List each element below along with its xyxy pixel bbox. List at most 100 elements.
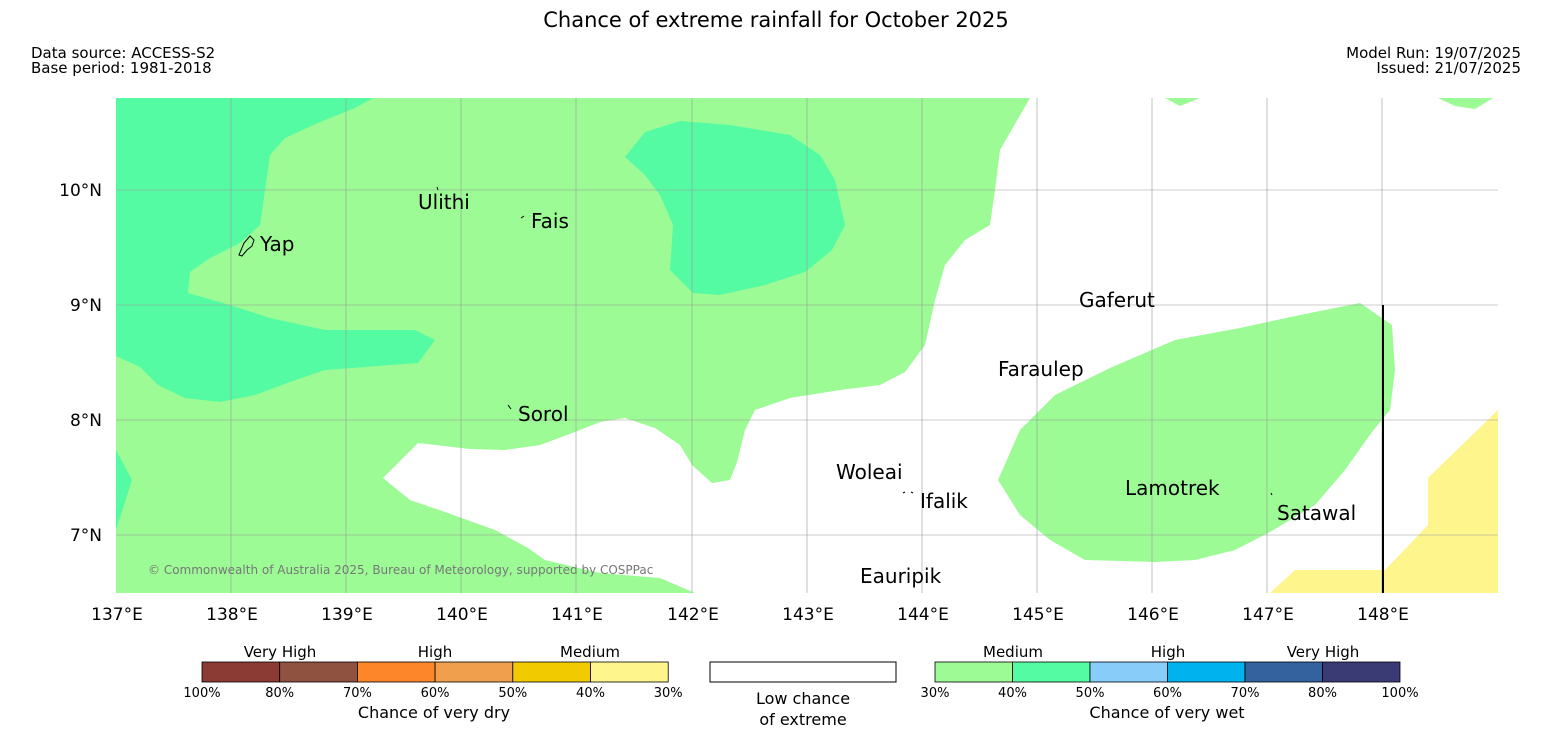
lon-label: 145°E <box>1012 605 1064 625</box>
wet-legend-title: Chance of very wet <box>1089 703 1244 722</box>
place-label-sorol: Sorol <box>518 402 569 426</box>
place-label-fais: Fais <box>531 209 569 233</box>
data-source-text: Data source: ACCESS-S2 <box>31 44 216 62</box>
island-shapes <box>238 186 1273 496</box>
dry-legend-title: Chance of very dry <box>358 703 510 722</box>
wet-colorbar <box>934 661 1401 683</box>
lon-label: 137°E <box>91 605 143 625</box>
lat-label: 9°N <box>70 296 102 316</box>
lon-label: 140°E <box>436 605 488 625</box>
lon-label: 148°E <box>1357 605 1409 625</box>
dry-color-swatch <box>512 661 591 683</box>
wet-color-swatch <box>1167 661 1246 683</box>
low-chance-line1: Low chance <box>756 689 850 708</box>
low-chance-swatch <box>709 661 897 683</box>
issued-text: Issued: 21/07/2025 <box>1376 59 1521 77</box>
place-label-yap: Yap <box>259 232 294 256</box>
model-run-text: Model Run: 19/07/2025 <box>1346 44 1521 62</box>
map-regions <box>116 98 1498 593</box>
dry-colorbar <box>201 661 669 683</box>
wet-tick-label: 40% <box>998 686 1027 701</box>
medium-wet-region-nw <box>116 98 435 402</box>
place-label-ulithi: Ulithi <box>418 190 470 214</box>
lat-label: 10°N <box>59 181 102 201</box>
lon-label: 146°E <box>1127 605 1179 625</box>
dry-tick-label: 70% <box>343 686 372 701</box>
dry-color-swatch <box>434 661 514 683</box>
dry-color-swatch <box>201 661 281 683</box>
yap-island <box>238 235 255 257</box>
longitude-labels: 137°E 138°E 139°E 140°E 141°E 142°E 143°… <box>91 605 1409 625</box>
medium-wet-patch-ne2 <box>1438 98 1493 109</box>
wet-tick-labels: 30% 40% 50% 60% 70% 80% 100% <box>921 686 1419 701</box>
copyright-text: © Commonwealth of Australia 2025, Bureau… <box>148 563 653 577</box>
base-period-text: Base period: 1981-2018 <box>31 59 212 77</box>
lon-label: 138°E <box>206 605 258 625</box>
place-label-ifalik: Ifalik <box>920 489 968 513</box>
wet-category-label: Medium <box>983 643 1043 661</box>
place-label-faraulep: Faraulep <box>998 357 1084 381</box>
dry-tick-label: 50% <box>498 686 527 701</box>
wet-tick-label: 80% <box>1308 686 1337 701</box>
lat-label: 8°N <box>70 411 102 431</box>
place-label-gaferut: Gaferut <box>1079 288 1155 312</box>
run-info: Model Run: 19/07/2025 Issued: 21/07/2025 <box>1346 46 1521 76</box>
lon-label: 139°E <box>321 605 373 625</box>
satawal-island <box>1270 492 1273 496</box>
dry-color-swatch <box>590 661 669 683</box>
wet-color-swatch <box>1244 661 1323 683</box>
place-label-eauripik: Eauripik <box>860 564 942 588</box>
wet-category-label: Very High <box>1287 643 1360 661</box>
lon-label: 144°E <box>897 605 949 625</box>
medium-wet-region-east <box>998 303 1395 562</box>
dry-tick-label: 30% <box>654 686 683 701</box>
wet-tick-label: 60% <box>1153 686 1182 701</box>
place-label-woleai: Woleai <box>836 460 903 484</box>
low-chance-legend: Low chance of extreme <box>709 661 897 729</box>
dry-category-label: Medium <box>560 643 620 661</box>
woleai-island <box>910 491 914 494</box>
sorol-island <box>507 404 512 410</box>
dry-tick-label: 40% <box>576 686 605 701</box>
map-title: Chance of extreme rainfall for October 2… <box>543 8 1009 32</box>
dry-tick-label: 60% <box>421 686 450 701</box>
dry-color-swatch <box>279 661 358 683</box>
lon-label: 143°E <box>782 605 834 625</box>
latitude-labels: 10°N 9°N 8°N 7°N <box>59 181 102 546</box>
fais-island <box>520 215 525 219</box>
ifalik-island <box>902 491 906 494</box>
lat-label: 7°N <box>70 526 102 546</box>
place-label-satawal: Satawal <box>1277 501 1356 525</box>
wet-tick-label: 70% <box>1231 686 1260 701</box>
ulithi-island <box>436 186 439 191</box>
wet-color-swatch <box>934 661 1013 683</box>
wet-color-swatch <box>1322 661 1401 683</box>
medium-wet-region-center <box>625 121 845 295</box>
wet-tick-label: 30% <box>921 686 950 701</box>
wet-category-label: High <box>1151 643 1185 661</box>
wet-color-swatch <box>1012 661 1091 683</box>
place-labels: Ulithi Fais Yap Gaferut Faraulep Sorol W… <box>259 190 1356 588</box>
wet-legend: Medium High Very High 30% 40% 50% 60% 70% 80%… <box>921 643 1419 722</box>
medium-wet-patch-ne1 <box>1165 98 1200 106</box>
grid-lines <box>116 98 1498 593</box>
medium-wet-region-sw-edge <box>116 450 132 530</box>
dry-category-label: Very High <box>244 643 317 661</box>
low-chance-line2: of extreme <box>759 710 846 729</box>
place-label-lamotrek: Lamotrek <box>1125 476 1220 500</box>
dry-tick-label: 100% <box>183 686 220 701</box>
lon-label: 142°E <box>667 605 719 625</box>
wet-tick-label: 50% <box>1076 686 1105 701</box>
source-info: Data source: ACCESS-S2 Base period: 1981… <box>31 46 215 76</box>
dry-tick-label: 80% <box>265 686 294 701</box>
dry-tick-labels: 100% 80% 70% 60% 50% 40% 30% <box>183 686 682 701</box>
dry-color-swatch <box>356 661 436 683</box>
medium-dry-region-se <box>1270 410 1498 593</box>
wet-color-swatch <box>1089 661 1168 683</box>
lon-label: 147°E <box>1242 605 1294 625</box>
wet-tick-label: 100% <box>1381 686 1418 701</box>
dry-category-label: High <box>418 643 452 661</box>
lon-label: 141°E <box>551 605 603 625</box>
dry-legend: Very High High Medium 100% 80% 70% 60% 50% 40… <box>183 643 682 722</box>
